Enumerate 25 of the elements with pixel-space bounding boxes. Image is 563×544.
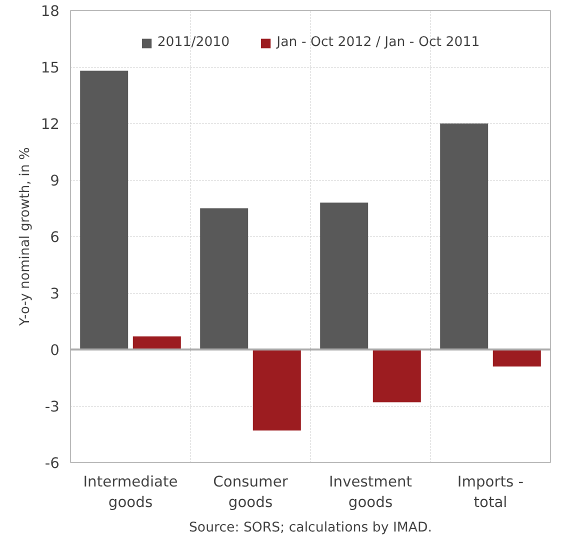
x-tick-label: Imports - total bbox=[457, 474, 524, 511]
y-tick-label: 0 bbox=[50, 342, 60, 359]
y-tick-label: 18 bbox=[40, 3, 60, 20]
x-tick-label: Investment goods bbox=[328, 474, 412, 511]
bar bbox=[492, 350, 541, 366]
y-tick-label: 9 bbox=[50, 172, 60, 190]
bar bbox=[320, 202, 368, 350]
x-tick-label: Consumer goods bbox=[213, 474, 289, 511]
y-tick-label: 3 bbox=[50, 286, 60, 302]
bar bbox=[440, 124, 488, 350]
legend-label: 2011/2010 bbox=[157, 35, 230, 50]
legend-label: Jan - Oct 2012 / Jan - Oct 2011 bbox=[276, 35, 480, 50]
x-tick-label: Intermediate goods bbox=[83, 474, 178, 511]
source-note: Source: SORS; calculations by IMAD. bbox=[188, 520, 432, 536]
bar bbox=[132, 336, 181, 350]
bar bbox=[372, 350, 421, 402]
y-tick-label: 6 bbox=[50, 229, 60, 246]
bar bbox=[80, 70, 128, 350]
y-tick-label: -3 bbox=[44, 398, 60, 416]
y-tick-label: 12 bbox=[40, 116, 60, 133]
y-axis-title: Y-o-y nominal growth, in % bbox=[18, 147, 33, 327]
y-tick-label: 15 bbox=[40, 60, 60, 76]
y-tick-label: -6 bbox=[44, 455, 60, 472]
bar bbox=[200, 208, 248, 350]
bar bbox=[252, 350, 301, 430]
